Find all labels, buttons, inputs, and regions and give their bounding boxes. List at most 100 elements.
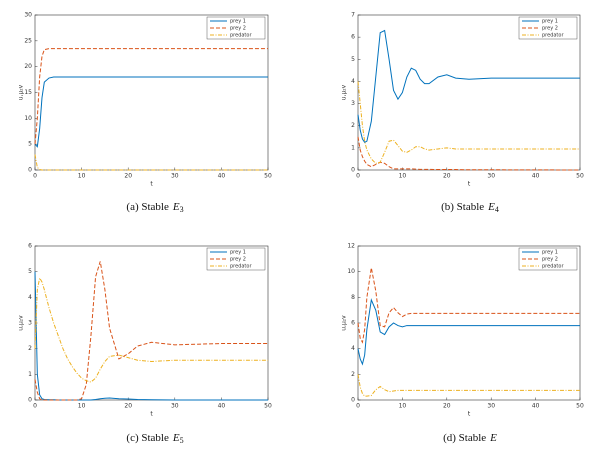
x-tick-label: 40 — [218, 173, 226, 180]
series-line — [34, 154, 268, 171]
caption: (c) Stable E5 — [126, 432, 183, 445]
legend-box — [518, 247, 578, 271]
plot-area — [34, 14, 269, 171]
x-tick-label: 0 — [33, 173, 37, 180]
x-tick-label: 30 — [171, 173, 179, 180]
y-tick-label: 5 — [28, 141, 32, 148]
y-tick-label: 8 — [351, 294, 355, 301]
y-tick-label: 6 — [351, 34, 355, 41]
series-line — [357, 374, 580, 397]
legend-label: prey 1 — [230, 19, 246, 25]
caption-symbol: E — [489, 432, 497, 444]
caption-text: (b) Stable — [441, 201, 484, 213]
caption-symbol: E — [172, 201, 180, 213]
y-axis-label: u,μ₂v — [341, 315, 348, 331]
legend-label: prey 2 — [230, 26, 246, 32]
y-tick-label: 6 — [351, 320, 355, 327]
x-tick-label: 50 — [576, 173, 584, 180]
x-tick-label: 0 — [33, 403, 37, 410]
x-tick-label: 10 — [78, 403, 86, 410]
caption-text: (d) Stable — [443, 432, 486, 444]
x-tick-label: 40 — [218, 403, 226, 410]
legend-box — [206, 247, 266, 271]
caption: (d) Stable E — [443, 432, 497, 444]
y-tick-label: 12 — [347, 243, 355, 250]
x-tick-label: 10 — [399, 403, 407, 410]
x-tick-label: 0 — [356, 403, 360, 410]
y-tick-label: 15 — [24, 89, 32, 96]
legend-label: prey 2 — [542, 26, 558, 32]
y-tick-label: 4 — [351, 345, 355, 352]
y-tick-label: 0 — [28, 167, 32, 174]
y-tick-label: 4 — [351, 78, 355, 85]
x-tick-label: 40 — [532, 403, 540, 410]
y-tick-label: 6 — [28, 243, 32, 250]
y-tick-label: 30 — [24, 12, 32, 19]
x-tick-label: 30 — [487, 403, 495, 410]
legend-label: prey 1 — [230, 250, 246, 256]
series-line — [34, 48, 268, 145]
y-tick-label: 10 — [24, 115, 32, 122]
y-tick-label: 0 — [351, 397, 355, 404]
caption-symbol: E — [487, 201, 495, 213]
legend-label: prey 1 — [542, 250, 558, 256]
y-tick-label: 20 — [24, 63, 32, 70]
series-line — [357, 298, 580, 366]
x-axis-label: t — [150, 411, 153, 418]
caption-text: (c) Stable — [126, 432, 169, 444]
y-tick-label: 5 — [351, 56, 355, 63]
x-tick-label: 20 — [124, 403, 132, 410]
x-tick-label: 20 — [124, 173, 132, 180]
series-line — [357, 29, 580, 143]
y-tick-label: 4 — [28, 294, 32, 301]
y-tick-label: 10 — [347, 268, 355, 275]
x-tick-label: 10 — [399, 173, 407, 180]
y-tick-label: 25 — [24, 37, 32, 44]
x-tick-label: 50 — [576, 403, 584, 410]
y-tick-label: 0 — [351, 167, 355, 174]
legend-label: predator — [542, 264, 564, 270]
x-tick-label: 10 — [78, 173, 86, 180]
x-tick-label: 50 — [264, 403, 272, 410]
y-tick-label: 2 — [351, 371, 355, 378]
y-tick-label: 7 — [351, 12, 355, 19]
series-line — [34, 261, 268, 401]
caption-subscript: 5 — [180, 436, 184, 445]
y-tick-label: 1 — [351, 144, 355, 151]
legend-box — [518, 16, 578, 40]
legend-label: predator — [230, 264, 252, 270]
y-tick-label: 2 — [351, 122, 355, 129]
legend-label: prey 2 — [542, 257, 558, 263]
y-tick-label: 2 — [28, 345, 32, 352]
legend-label: prey 1 — [542, 19, 558, 25]
y-tick-label: 3 — [28, 320, 32, 327]
x-tick-label: 50 — [264, 173, 272, 180]
series-line — [34, 76, 268, 148]
caption: (b) Stable E4 — [441, 201, 499, 214]
caption-subscript: 4 — [495, 205, 499, 214]
y-axis-label: u,μ₂v — [18, 315, 25, 331]
x-tick-label: 0 — [356, 173, 360, 180]
y-axis-label: u,μ₂v — [18, 84, 25, 100]
caption-symbol: E — [172, 432, 180, 444]
x-tick-label: 40 — [532, 173, 540, 180]
y-tick-label: 3 — [351, 100, 355, 107]
x-tick-label: 30 — [487, 173, 495, 180]
subplot: 0 10 20 30 40 50 0 5 10 15 20 25 30 t u,μ₂v prey 1prey … — [18, 12, 272, 214]
caption-subscript: 3 — [180, 205, 184, 214]
series-line — [357, 267, 580, 344]
x-axis-label: t — [468, 411, 471, 418]
legend-label: predator — [542, 33, 564, 39]
x-axis-label: t — [468, 181, 471, 188]
legend-label: predator — [230, 33, 252, 39]
x-tick-label: 30 — [171, 403, 179, 410]
y-tick-label: 5 — [28, 268, 32, 275]
plot-area — [357, 245, 581, 401]
plot-area — [34, 245, 269, 401]
